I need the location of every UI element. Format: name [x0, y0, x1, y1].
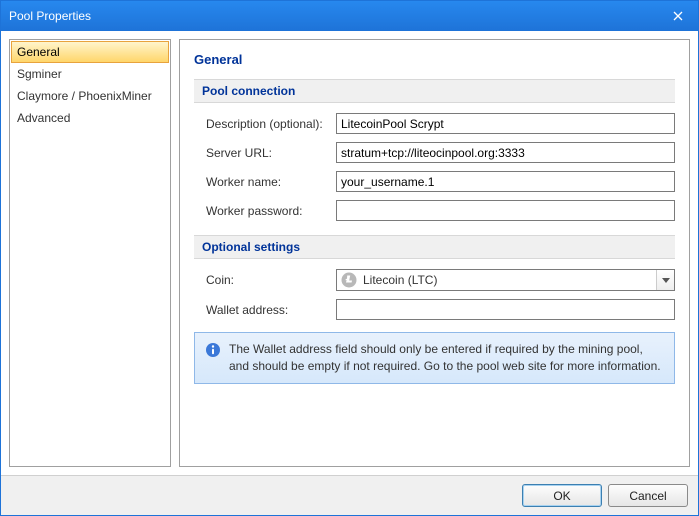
info-icon — [205, 342, 221, 358]
panel-title: General — [194, 52, 675, 67]
section-pool-connection-header: Pool connection — [194, 79, 675, 103]
chevron-down-icon — [656, 270, 674, 290]
titlebar: Pool Properties — [1, 1, 698, 31]
label-wallet-address: Wallet address: — [206, 303, 336, 317]
input-wallet-address[interactable] — [336, 299, 675, 320]
window-title: Pool Properties — [9, 9, 658, 23]
sidebar-item-general[interactable]: General — [11, 41, 169, 63]
label-worker-name: Worker name: — [206, 175, 336, 189]
dialog-window: Pool Properties General Sgminer Claymore… — [0, 0, 699, 516]
sidebar-item-sgminer[interactable]: Sgminer — [11, 63, 169, 85]
ok-button[interactable]: OK — [522, 484, 602, 507]
sidebar-item-advanced[interactable]: Advanced — [11, 107, 169, 129]
cancel-button[interactable]: Cancel — [608, 484, 688, 507]
section-optional-settings-header: Optional settings — [194, 235, 675, 259]
info-box: The Wallet address field should only be … — [194, 332, 675, 384]
main-area: General Sgminer Claymore / PhoenixMiner … — [1, 31, 698, 475]
input-worker-password[interactable] — [336, 200, 675, 221]
row-server-url: Server URL: — [194, 142, 675, 163]
sidebar-item-claymore-phoenixminer[interactable]: Claymore / PhoenixMiner — [11, 85, 169, 107]
select-coin-value: Litecoin (LTC) — [361, 273, 656, 287]
row-worker-name: Worker name: — [194, 171, 675, 192]
panel-general: General Pool connection Description (opt… — [179, 39, 690, 467]
label-coin: Coin: — [206, 273, 336, 287]
row-worker-password: Worker password: — [194, 200, 675, 221]
select-coin[interactable]: Litecoin (LTC) — [336, 269, 675, 291]
row-wallet-address: Wallet address: — [194, 299, 675, 320]
input-description[interactable] — [336, 113, 675, 134]
input-worker-name[interactable] — [336, 171, 675, 192]
label-server-url: Server URL: — [206, 146, 336, 160]
input-server-url[interactable] — [336, 142, 675, 163]
bottom-bar: OK Cancel — [1, 475, 698, 515]
row-coin: Coin: Litecoin (LTC) — [194, 269, 675, 291]
close-button[interactable] — [658, 1, 698, 31]
litecoin-icon — [341, 272, 357, 288]
row-description: Description (optional): — [194, 113, 675, 134]
content-area: General Sgminer Claymore / PhoenixMiner … — [1, 31, 698, 515]
close-icon — [673, 11, 683, 21]
label-worker-password: Worker password: — [206, 204, 336, 218]
label-description: Description (optional): — [206, 117, 336, 131]
info-text: The Wallet address field should only be … — [229, 341, 664, 375]
sidebar: General Sgminer Claymore / PhoenixMiner … — [9, 39, 171, 467]
